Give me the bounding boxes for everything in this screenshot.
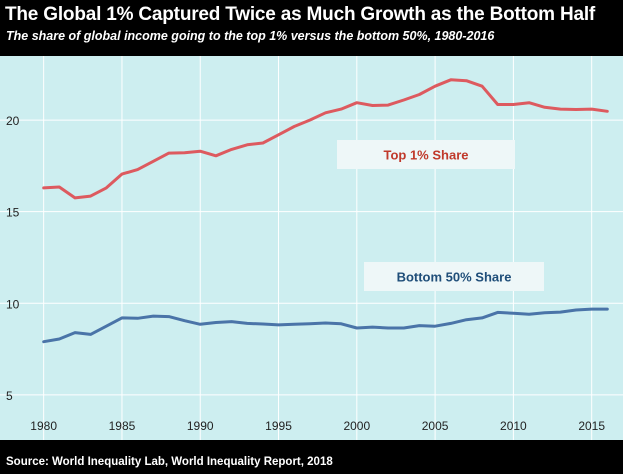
top1-annotation-label: Top 1% Share bbox=[383, 148, 468, 163]
bottom50-annotation-label: Bottom 50% Share bbox=[397, 270, 512, 285]
top1-annotation-box bbox=[337, 140, 515, 169]
x-tick-label: 1985 bbox=[109, 419, 136, 433]
series-lines bbox=[42, 78, 609, 344]
x-tick-label: 1990 bbox=[187, 419, 214, 433]
chart-header: The Global 1% Captured Twice as Much Gro… bbox=[0, 0, 623, 56]
chart-subtitle: The share of global income going to the … bbox=[6, 29, 495, 43]
x-tick-label: 1995 bbox=[265, 419, 292, 433]
x-tick-label: 1980 bbox=[30, 419, 57, 433]
x-tick-label: 2015 bbox=[578, 419, 605, 433]
x-gridlines bbox=[43, 56, 593, 440]
line-chart: 5 10 15 20 1980 1985 1990 1995 2000 2005 2010 2015… bbox=[0, 56, 623, 440]
bottom50-annotation-box bbox=[364, 262, 544, 291]
chart-title: The Global 1% Captured Twice as Much Gro… bbox=[5, 4, 596, 25]
x-tick-label: 2010 bbox=[500, 419, 527, 433]
x-tick-label: 2000 bbox=[343, 419, 370, 433]
chart-footer: Source: World Inequality Lab, World Ineq… bbox=[0, 448, 623, 474]
x-tick-label: 2005 bbox=[422, 419, 449, 433]
top1-share-line bbox=[42, 78, 609, 200]
y-tick-label: 5 bbox=[6, 389, 13, 403]
y-tick-label: 20 bbox=[6, 114, 20, 128]
x-tick-labels: 1980 1985 1990 1995 2000 2005 2010 2015 bbox=[30, 419, 605, 433]
bottom50-share-line bbox=[42, 307, 609, 344]
y-tick-label: 10 bbox=[6, 297, 20, 311]
plot-area: 5 10 15 20 1980 1985 1990 1995 2000 2005 2010 2015… bbox=[0, 56, 623, 440]
y-tick-labels: 5 10 15 20 bbox=[6, 114, 20, 403]
top1-annotation: Top 1% Share bbox=[337, 140, 515, 169]
y-tick-label: 15 bbox=[6, 206, 20, 220]
bottom50-annotation: Bottom 50% Share bbox=[364, 262, 544, 291]
source-note: Source: World Inequality Lab, World Ineq… bbox=[6, 456, 333, 468]
plot-background bbox=[0, 56, 623, 440]
